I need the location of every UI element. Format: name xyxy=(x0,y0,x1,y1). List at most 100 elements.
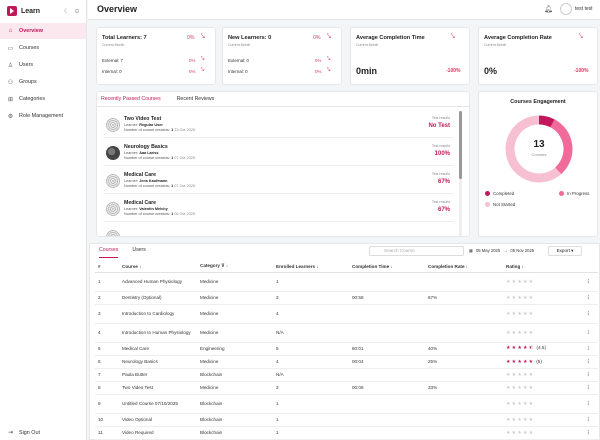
sidebar-item-role-management[interactable]: ⚙ Role Management xyxy=(0,108,86,124)
row-menu-icon[interactable]: ⋮ xyxy=(583,381,598,395)
rating-stars: ★★★★★ xyxy=(506,372,534,378)
row-menu-icon[interactable]: ⋮ xyxy=(583,323,598,343)
cell-enrolled: 3 xyxy=(273,381,349,395)
legend-in-progress: In Progress xyxy=(559,191,589,196)
sidebar-item-users[interactable]: ♙ Users xyxy=(0,57,86,73)
learner-label: Learner: xyxy=(124,123,139,127)
cell-completion-time xyxy=(349,272,425,292)
table-row[interactable]: 7 Paula Butter Blockchain N/A ★★★★★ ⋮ xyxy=(95,368,598,382)
star-icon: ★ xyxy=(506,278,512,285)
list-item[interactable]: Medical Care Learner: Valentin Melchy Nu… xyxy=(104,199,454,223)
scrollbar-thumb[interactable] xyxy=(459,111,462,179)
list-item[interactable]: Neurology Basics Learner: Aaa Lariss Num… xyxy=(104,143,454,167)
user-menu[interactable]: test test xyxy=(560,3,593,15)
cell-rating: ★★★★★ xyxy=(503,323,583,343)
row-menu-icon[interactable]: ⋮ xyxy=(583,368,598,382)
course-creators: Number of course creators: 1 23 Oct 2025 xyxy=(124,128,195,132)
course-date: 07 Oct 2025 xyxy=(174,184,195,188)
sidebar-item-categories[interactable]: ⊞ Categories xyxy=(0,91,86,107)
row-menu-icon[interactable]: ⋮ xyxy=(583,355,598,369)
donut-segment-in-progress[interactable] xyxy=(550,119,573,175)
cell-num: 2 xyxy=(95,291,119,305)
course-name: Two Video Test xyxy=(124,116,162,122)
stat-subtitle: Current Month xyxy=(228,43,251,47)
trend-down-icon: ⤥ xyxy=(201,33,205,40)
table-row[interactable]: 10 Video Optional Blockchain 1 ★★★★★ ⋮ xyxy=(95,413,598,427)
list-item[interactable]: Medical Care Learner: Jens Kaufmann Numb… xyxy=(104,171,454,195)
row-menu-icon[interactable]: ⋮ xyxy=(583,272,598,292)
row-menu-icon[interactable]: ⋮ xyxy=(583,291,598,305)
column-header-time[interactable]: Completion Time ↓ xyxy=(349,261,425,273)
cell-course: Paula Butter xyxy=(119,368,197,382)
row-menu-icon[interactable]: ⋮ xyxy=(583,342,598,356)
table-row[interactable]: 8 Two Video Test Medicine 3 00:06 33% ★★★★★ ⋮ xyxy=(95,381,598,395)
tab-users[interactable]: Users xyxy=(132,247,146,253)
list-item-partial[interactable] xyxy=(104,227,454,236)
app-logo[interactable]: Learn xyxy=(7,6,40,16)
donut-segment-completed[interactable] xyxy=(538,115,555,128)
table-row[interactable]: 6 Neurology Basics Medicine 4 00:04 25% ★★★★★(… xyxy=(95,355,598,369)
bell-icon[interactable]: 🔔︎ xyxy=(544,6,553,13)
star-icon: ★ xyxy=(522,400,529,407)
table-row[interactable]: 9 Untitled Course 07/10/2025 Blockchain 1 ★★… xyxy=(95,394,598,414)
course-thumbnail xyxy=(106,146,120,160)
arrow-icon: → xyxy=(503,248,508,253)
row-menu-icon[interactable]: ⋮ xyxy=(583,304,598,324)
column-header-category[interactable]: Category ⊽ ↓ xyxy=(197,261,273,273)
column-header-rating[interactable]: Rating ↓ xyxy=(503,261,583,273)
column-header-num: # xyxy=(95,261,119,273)
cell-enrolled: 4 xyxy=(273,355,349,369)
table-row[interactable]: 11 Video Required Blockchain 1 ★★★★★ ⋮ xyxy=(95,426,598,440)
table-row[interactable]: 3 Introduction to Cardiology Medicine 4 ★★★★… xyxy=(95,304,598,324)
cell-completion-rate xyxy=(425,272,503,292)
donut-segment-not-started[interactable] xyxy=(505,115,562,183)
sort-icon: ↓ xyxy=(465,263,469,269)
star-icon: ★ xyxy=(511,416,518,423)
sidebar-item-courses[interactable]: ▭ Courses xyxy=(0,40,86,56)
cell-category: Blockchain xyxy=(197,368,273,382)
sidebar-item-overview[interactable]: ⌂ Overview xyxy=(0,23,86,39)
rating-stars: ★★★★★ xyxy=(506,430,534,436)
sort-icon: ↓ xyxy=(521,263,524,269)
learner-name: Aaa Lariss xyxy=(139,151,159,155)
trend-down-icon: ⤥ xyxy=(327,56,331,62)
cell-course: Video Optional xyxy=(119,413,197,427)
column-header-course[interactable]: Course ↓ xyxy=(119,261,197,273)
date-range-picker[interactable]: ▦ 05 May 2025 → 05 Nov 2025 xyxy=(469,246,544,256)
cell-completion-rate xyxy=(425,323,503,343)
tab-courses[interactable]: Courses xyxy=(99,247,119,258)
column-header-enrolled[interactable]: Enrolled Learners ↓ xyxy=(273,261,349,273)
theme-toggle-icon[interactable]: ☾ xyxy=(64,9,70,15)
cell-num: 6 xyxy=(95,355,119,369)
legend-dot xyxy=(485,191,490,196)
sidebar-item-groups[interactable]: ⚇ Groups xyxy=(0,74,86,90)
courses-table: # Course ↓ Category ⊽ ↓ Enrolled Learner… xyxy=(95,261,598,440)
search-input[interactable]: Search Course xyxy=(369,246,464,256)
star-icon: ★ xyxy=(511,384,518,391)
sign-out-button[interactable]: ⇥ Sign Out xyxy=(7,429,40,437)
tab-recent-reviews[interactable]: Recent Reviews xyxy=(176,96,215,102)
row-menu-icon[interactable]: ⋮ xyxy=(583,426,598,440)
star-icon: ★ xyxy=(506,371,512,378)
stat-percent: -100% xyxy=(446,68,461,74)
list-item[interactable]: Two Video Test Learner: Regular User Num… xyxy=(104,115,454,139)
user-icon: ♙ xyxy=(7,62,14,69)
trend-down-icon: ⤥ xyxy=(327,67,331,73)
star-icon: ★ xyxy=(522,310,529,317)
list-scrollbar[interactable] xyxy=(459,111,462,236)
settings-icon[interactable]: ⊙ xyxy=(74,9,80,15)
table-row[interactable]: 2 Dentistry (Optional) Medicine 3 00:56 67% ★★… xyxy=(95,291,598,305)
date-to: 05 Nov 2025 xyxy=(510,248,535,253)
table-row[interactable]: 5 Medical Care Engineering 5 60:01 40% ★★★★⯪ (4… xyxy=(95,342,598,356)
star-icon: ★ xyxy=(506,358,512,365)
cell-num: 10 xyxy=(95,413,119,427)
star-icon: ★ xyxy=(506,384,512,391)
column-header-rate[interactable]: Completion Rate ↓ xyxy=(425,261,503,273)
table-row[interactable]: 1 Advanced Human Physiology Medicine 1 ★★★★★… xyxy=(95,272,598,292)
table-row[interactable]: 4 Introduction to Human Physiology Medicin… xyxy=(95,323,598,343)
row-menu-icon[interactable]: ⋮ xyxy=(583,394,598,414)
row-menu-icon[interactable]: ⋮ xyxy=(583,413,598,427)
group-icon: ⚇ xyxy=(7,79,14,86)
export-button[interactable]: Export ▾ xyxy=(548,246,582,256)
trend-down-icon: ⤥ xyxy=(201,56,205,62)
